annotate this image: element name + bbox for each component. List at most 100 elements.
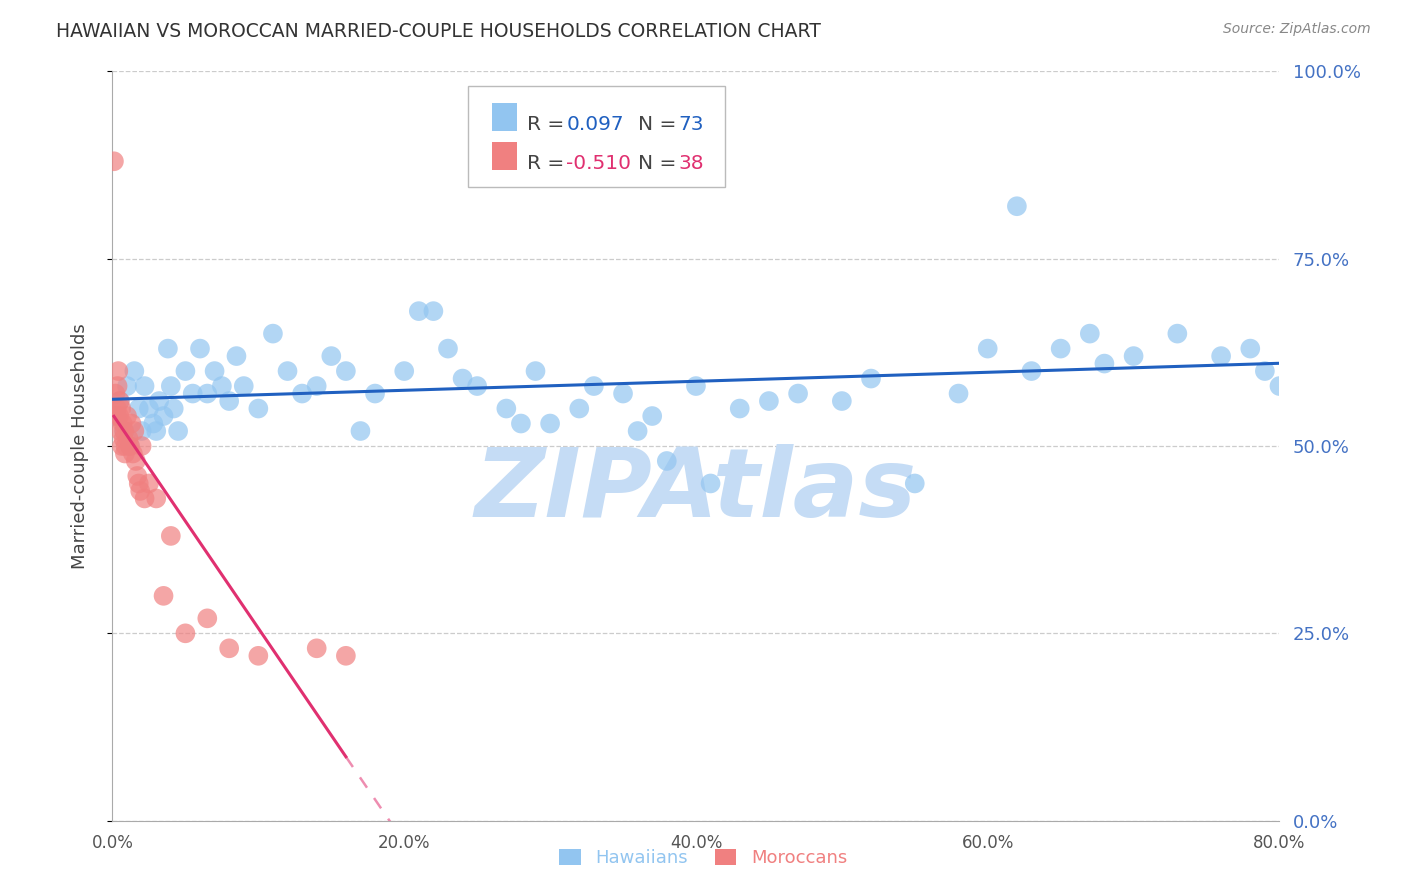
Point xyxy=(105,401,128,416)
Text: N =: N = xyxy=(638,154,682,173)
Point xyxy=(465,379,488,393)
Point xyxy=(124,424,146,438)
Point xyxy=(195,386,218,401)
Point xyxy=(124,364,146,378)
Point xyxy=(131,424,153,438)
Point xyxy=(134,491,156,506)
Point xyxy=(1166,326,1188,341)
Point xyxy=(108,394,131,409)
Point xyxy=(167,424,190,438)
Point xyxy=(108,394,131,409)
Point xyxy=(145,424,167,438)
Text: R =: R = xyxy=(527,115,571,134)
Point xyxy=(118,439,141,453)
Point xyxy=(305,379,328,393)
Point xyxy=(787,386,810,401)
Point xyxy=(105,409,128,423)
Point xyxy=(110,424,132,438)
Point xyxy=(1049,342,1071,356)
Legend: Hawaiians, Moroccans: Hawaiians, Moroccans xyxy=(551,841,855,874)
Point xyxy=(117,432,139,446)
Point xyxy=(112,424,135,438)
Point xyxy=(122,446,145,460)
Point xyxy=(128,476,150,491)
Point xyxy=(1268,379,1291,393)
Point xyxy=(107,379,129,393)
Point xyxy=(111,417,134,431)
Point xyxy=(125,454,148,468)
Point xyxy=(1211,349,1233,363)
Point xyxy=(728,401,751,416)
Point xyxy=(112,432,135,446)
Point xyxy=(262,326,284,341)
Text: N =: N = xyxy=(638,115,682,134)
Point xyxy=(655,454,678,468)
Point xyxy=(225,349,247,363)
Text: Source: ZipAtlas.com: Source: ZipAtlas.com xyxy=(1223,22,1371,37)
Point xyxy=(145,491,167,506)
Point xyxy=(138,476,160,491)
Point xyxy=(218,641,240,656)
Point xyxy=(831,394,853,409)
Point xyxy=(142,417,165,431)
Point xyxy=(437,342,460,356)
Point xyxy=(104,386,127,401)
Point xyxy=(211,379,233,393)
FancyBboxPatch shape xyxy=(468,87,725,187)
Point xyxy=(904,476,927,491)
FancyBboxPatch shape xyxy=(492,142,517,170)
Point xyxy=(138,401,160,416)
Point xyxy=(758,394,780,409)
Point xyxy=(1094,357,1116,371)
Point xyxy=(103,154,125,169)
Point xyxy=(115,379,138,393)
Point xyxy=(148,394,170,409)
FancyBboxPatch shape xyxy=(492,103,517,131)
Point xyxy=(108,409,131,423)
Point xyxy=(160,529,183,543)
Point xyxy=(129,483,152,498)
Text: -0.510: -0.510 xyxy=(567,154,631,173)
Point xyxy=(364,386,387,401)
Point xyxy=(131,439,153,453)
Point xyxy=(105,409,128,423)
Point xyxy=(115,409,138,423)
Point xyxy=(174,364,197,378)
Point xyxy=(291,386,314,401)
Point xyxy=(335,648,357,663)
Text: 38: 38 xyxy=(679,154,704,173)
Point xyxy=(195,611,218,625)
Point xyxy=(174,626,197,640)
Point xyxy=(218,394,240,409)
Point xyxy=(860,371,883,385)
Text: 0.097: 0.097 xyxy=(567,115,624,134)
Point xyxy=(408,304,430,318)
Point xyxy=(948,386,970,401)
Point xyxy=(156,342,179,356)
Point xyxy=(111,439,134,453)
Point xyxy=(160,379,183,393)
Point xyxy=(394,364,416,378)
Point xyxy=(568,401,591,416)
Point xyxy=(127,469,149,483)
Text: R =: R = xyxy=(527,154,571,173)
Point xyxy=(1078,326,1101,341)
Point xyxy=(685,379,707,393)
Point xyxy=(232,379,254,393)
Point xyxy=(107,364,129,378)
Point xyxy=(509,417,531,431)
Point xyxy=(699,476,721,491)
Point xyxy=(118,439,141,453)
Point xyxy=(204,364,226,378)
Point xyxy=(1021,364,1043,378)
Point xyxy=(305,641,328,656)
Point xyxy=(114,446,136,460)
Point xyxy=(321,349,343,363)
Point xyxy=(152,409,174,423)
Point xyxy=(349,424,371,438)
Point xyxy=(612,386,634,401)
Point xyxy=(114,439,136,453)
Point xyxy=(1239,342,1261,356)
Point xyxy=(976,342,998,356)
Point xyxy=(641,409,664,423)
